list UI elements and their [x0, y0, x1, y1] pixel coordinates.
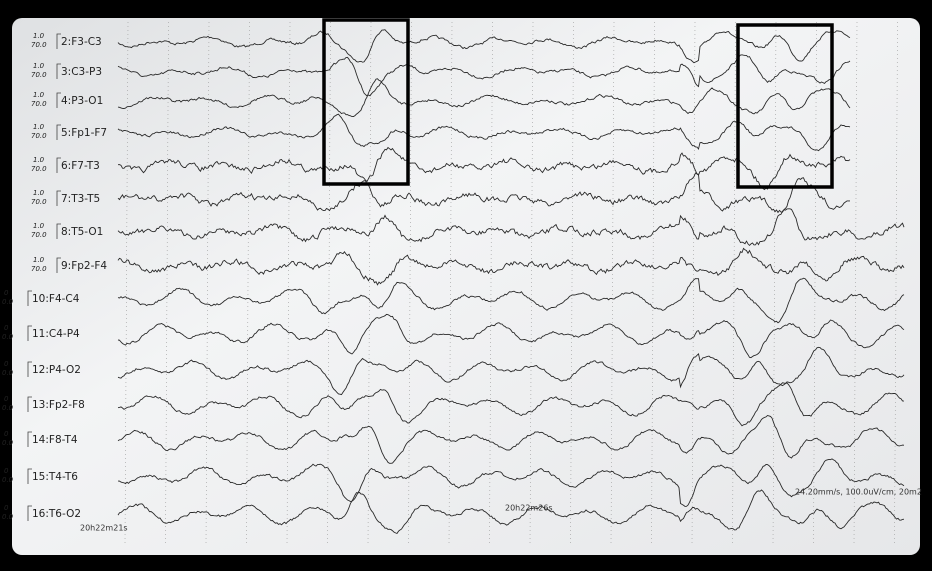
channel-label: 11:C4-P4 [32, 328, 80, 340]
filter-high: 1.0 [33, 91, 45, 99]
filter-high: 0 [4, 289, 9, 297]
filter-high: 0 [4, 324, 9, 332]
filter-high: 0 [4, 430, 9, 438]
filter-high: 1.0 [33, 62, 45, 70]
settings-text: 24.20mm/s, 100.0uV/cm, 20m2 [795, 488, 922, 497]
filter-low: 0.0 [2, 513, 14, 521]
channel-label: 13:Fp2-F8 [32, 399, 85, 411]
filter-high: 1.0 [33, 156, 45, 164]
filter-low: 70.0 [31, 100, 47, 108]
timestamp: 20h22m26s [505, 504, 553, 513]
filter-high: 1.0 [33, 123, 45, 131]
channel-label: 15:T4-T6 [32, 471, 78, 483]
filter-low: 0.0 [2, 369, 14, 377]
channel-label: 4:P3-O1 [61, 95, 103, 107]
filter-low: 70.0 [31, 231, 47, 239]
channel-label: 5:Fp1-F7 [61, 127, 107, 139]
filter-high: 1.0 [33, 189, 45, 197]
filter-low: 0.0 [2, 298, 14, 306]
channel-label: 3:C3-P3 [61, 66, 102, 78]
filter-low: 0.0 [2, 404, 14, 412]
channel-label: 6:F7-T3 [61, 160, 100, 172]
filter-low: 0.0 [2, 476, 14, 484]
channel-label: 10:F4-C4 [32, 293, 80, 305]
channel-label: 7:T3-T5 [61, 193, 100, 205]
page: 1.070.02:F3-C31.070.03:C3-P31.070.04:P3-… [0, 0, 932, 571]
filter-low: 70.0 [31, 265, 47, 273]
filter-low: 70.0 [31, 41, 47, 49]
timestamp: 20h22m21s [80, 524, 128, 533]
filter-low: 0.0 [2, 333, 14, 341]
filter-high: 1.0 [33, 256, 45, 264]
filter-high: 0 [4, 395, 9, 403]
filter-low: 70.0 [31, 132, 47, 140]
channel-label: 8:T5-O1 [61, 226, 103, 238]
eeg-photo: 1.070.02:F3-C31.070.03:C3-P31.070.04:P3-… [0, 0, 932, 571]
channel-label: 12:P4-O2 [32, 364, 81, 376]
filter-high: 0 [4, 467, 9, 475]
filter-low: 0.0 [2, 439, 14, 447]
filter-low: 70.0 [31, 198, 47, 206]
filter-high: 1.0 [33, 222, 45, 230]
channel-label: 9:Fp2-F4 [61, 260, 107, 272]
filter-low: 70.0 [31, 71, 47, 79]
channel-label: 2:F3-C3 [61, 36, 102, 48]
filter-high: 0 [4, 360, 9, 368]
channel-label: 16:T6-O2 [32, 508, 81, 520]
channel-label: 14:F8-T4 [32, 434, 78, 446]
filter-high: 1.0 [33, 32, 45, 40]
filter-low: 70.0 [31, 165, 47, 173]
filter-high: 0 [4, 504, 9, 512]
